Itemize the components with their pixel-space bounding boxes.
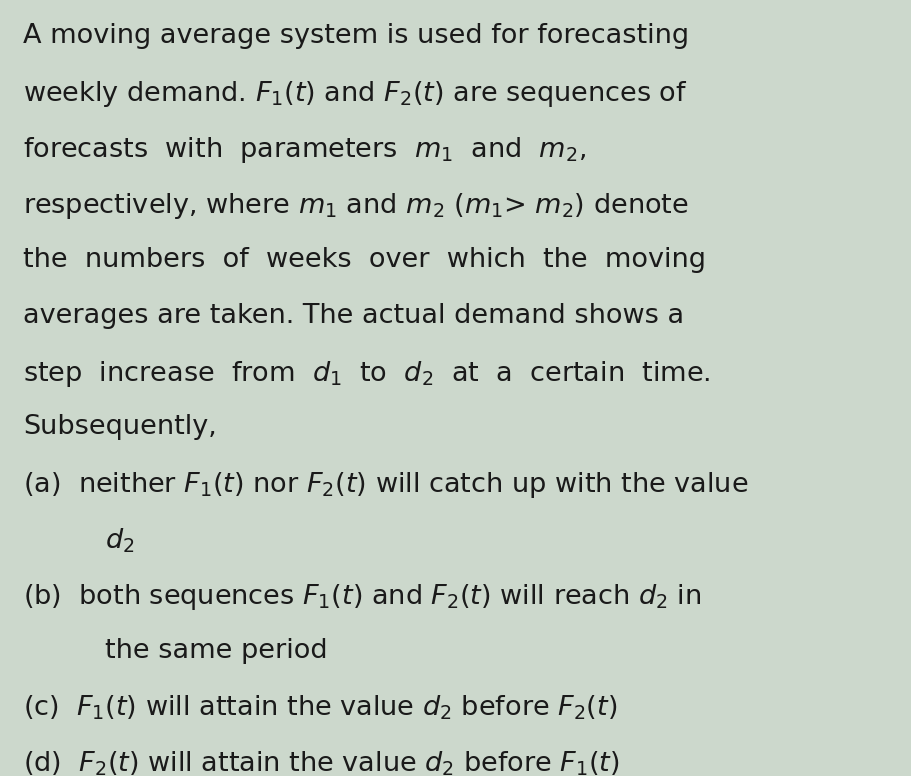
- Text: the  numbers  of  weeks  over  which  the  moving: the numbers of weeks over which the movi…: [23, 247, 705, 273]
- Text: (d)  $F_2(t)$ will attain the value $d_2$ before $F_1(t)$: (d) $F_2(t)$ will attain the value $d_2$…: [23, 750, 619, 776]
- Text: step  increase  from  $d_1$  to  $d_2$  at  a  certain  time.: step increase from $d_1$ to $d_2$ at a c…: [23, 359, 710, 389]
- Text: (b)  both sequences $F_1(t)$ and $F_2(t)$ will reach $d_2$ in: (b) both sequences $F_1(t)$ and $F_2(t)$…: [23, 582, 701, 612]
- Text: averages are taken. The actual demand shows a: averages are taken. The actual demand sh…: [23, 303, 683, 329]
- Text: weekly demand. $F_1(t)$ and $F_2(t)$ are sequences of: weekly demand. $F_1(t)$ and $F_2(t)$ are…: [23, 79, 687, 109]
- Text: $d_2$: $d_2$: [105, 526, 134, 555]
- Text: A moving average system is used for forecasting: A moving average system is used for fore…: [23, 23, 688, 50]
- Text: (c)  $F_1(t)$ will attain the value $d_2$ before $F_2(t)$: (c) $F_1(t)$ will attain the value $d_2$…: [23, 694, 617, 722]
- Text: the same period: the same period: [105, 638, 327, 664]
- Text: respectively, where $m_1$ and $m_2$ ($m_1$> $m_2$) denote: respectively, where $m_1$ and $m_2$ ($m_…: [23, 191, 688, 221]
- Text: forecasts  with  parameters  $m_1$  and  $m_2$,: forecasts with parameters $m_1$ and $m_2…: [23, 135, 585, 165]
- Text: Subsequently,: Subsequently,: [23, 414, 216, 441]
- Text: (a)  neither $F_1(t)$ nor $F_2(t)$ will catch up with the value: (a) neither $F_1(t)$ nor $F_2(t)$ will c…: [23, 470, 747, 501]
